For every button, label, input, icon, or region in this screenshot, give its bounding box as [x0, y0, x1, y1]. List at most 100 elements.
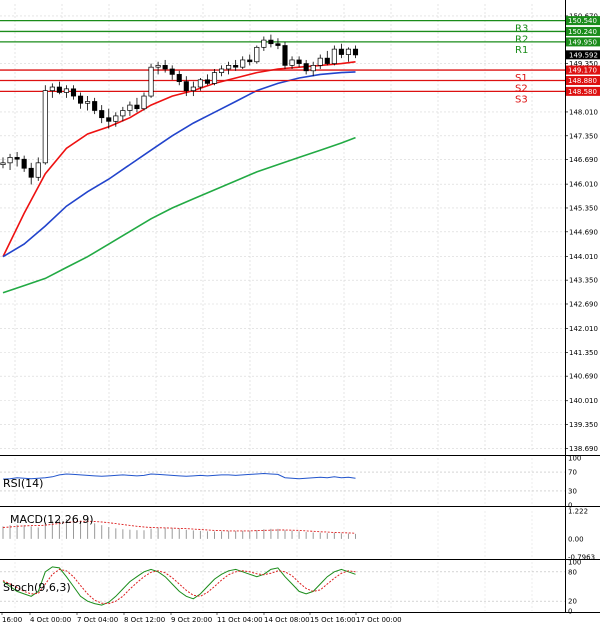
moving-average-line: [2, 136, 356, 294]
time-tick-label: 16:00: [2, 616, 22, 624]
candle-body: [268, 39, 274, 45]
price-tick-label: 140.010: [569, 397, 598, 405]
indicator-tick-label: 0: [568, 608, 572, 616]
candle-body: [275, 43, 281, 46]
moving-averages: [2, 61, 356, 294]
candle-body: [113, 115, 119, 122]
level-price: 149.950: [568, 38, 597, 46]
stoch-pane-grid: [14, 562, 533, 611]
level-price: 148.580: [568, 88, 597, 96]
indicator-tick-label: 20: [568, 598, 577, 606]
rsi-indicator: [0, 471, 565, 492]
time-tick-label: 9 Oct 20:00: [171, 616, 212, 624]
candle-body: [28, 167, 34, 178]
macd-signal-line: [2, 520, 356, 534]
level-price: 149.170: [568, 67, 597, 75]
candle-body: [233, 65, 239, 68]
candle-body: [345, 48, 352, 55]
level-name: R2: [515, 34, 528, 45]
moving-average-line: [2, 71, 356, 258]
moving-average-line: [2, 61, 356, 258]
candle-body: [310, 65, 316, 72]
candle-body: [289, 59, 295, 66]
level-price: 150.540: [568, 17, 597, 25]
level-price-box: [566, 65, 600, 75]
indicator-tick-label: 30: [568, 487, 577, 495]
rsi-label: RSI(14): [3, 477, 43, 490]
indicator-tick-label: 1.222: [568, 508, 588, 516]
main-pane-grid: [0, 4, 565, 452]
rsi-line: [2, 472, 356, 480]
stoch-label: Stoch(9,6,3): [3, 581, 71, 594]
time-tick-label: 14 Oct 08:00: [264, 616, 310, 624]
candle-body: [261, 39, 267, 48]
indicator-tick-label: 100: [568, 455, 581, 463]
candle-body: [120, 110, 126, 117]
candle-body: [162, 65, 168, 70]
candle-body: [183, 81, 189, 91]
price-tick-label: 149.350: [569, 60, 598, 68]
macd-label: MACD(12,26,9): [10, 513, 94, 526]
level-price: 148.880: [568, 77, 597, 85]
price-tick-label: 144.010: [569, 253, 598, 261]
price-axis-ticks: 150.670149.350148.010147.350146.690146.0…: [565, 12, 598, 616]
candle-body: [204, 79, 211, 84]
candle-body: [282, 45, 288, 66]
indicator-tick-label: 0.00: [568, 535, 584, 543]
candle-body: [85, 101, 91, 104]
price-tick-label: 143.350: [569, 277, 598, 285]
candle-body: [226, 65, 232, 70]
candle-body: [77, 95, 84, 104]
candle-body: [155, 65, 161, 68]
candle-body: [14, 157, 20, 160]
candle-body: [35, 162, 41, 178]
price-tick-label: 141.350: [569, 349, 598, 357]
price-tick-label: 140.690: [569, 373, 598, 381]
indicator-tick-label: 80: [568, 568, 577, 576]
time-tick-label: 17 Oct 00:00: [356, 616, 402, 624]
candle-body: [106, 117, 112, 122]
price-tick-label: 146.690: [569, 156, 598, 164]
price-tick-label: 147.350: [569, 132, 598, 140]
candle-body: [141, 95, 147, 110]
candle-body: [331, 48, 337, 64]
level-name: R1: [515, 45, 528, 56]
candle-body: [303, 63, 309, 72]
price-tick-label: 146.010: [569, 181, 598, 189]
candle-body: [7, 157, 13, 164]
candle-body: [134, 104, 140, 110]
candle-body: [338, 48, 344, 55]
level-price-box: [566, 86, 600, 96]
candle-body: [176, 74, 182, 82]
level-price: 150.240: [568, 28, 597, 36]
indicator-tick-label: 0: [568, 502, 572, 510]
candle-body: [197, 79, 203, 88]
candle-body: [99, 110, 105, 119]
stoch-main-line: [2, 566, 356, 606]
candle-body: [42, 90, 48, 164]
candle-body: [240, 59, 246, 68]
candle-body: [190, 86, 196, 91]
indicator-tick-label: 70: [568, 469, 577, 477]
candle-body: [148, 66, 154, 97]
candle-body: [247, 59, 253, 63]
time-tick-label: 4 Oct 00:00: [30, 616, 71, 624]
time-tick-label: 8 Oct 12:00: [124, 616, 165, 624]
level-price-box: [566, 76, 600, 86]
candle-body: [169, 68, 175, 75]
candle-body: [296, 59, 302, 64]
price-tick-label: 139.350: [569, 421, 598, 429]
level-price-box: [566, 16, 600, 26]
price-tick-label: 145.350: [569, 204, 598, 212]
current-price-box: 149.592: [566, 50, 600, 60]
indicator-tick-label: 100: [568, 559, 581, 567]
price-tick-label: 138.690: [569, 445, 598, 453]
svg-text:149.592: 149.592: [569, 51, 598, 59]
candle-body: [63, 88, 70, 93]
time-tick-label: 15 Oct 16:00: [310, 616, 356, 624]
candle-body: [211, 72, 218, 84]
candle-body: [254, 46, 260, 63]
candle-body: [352, 48, 359, 56]
